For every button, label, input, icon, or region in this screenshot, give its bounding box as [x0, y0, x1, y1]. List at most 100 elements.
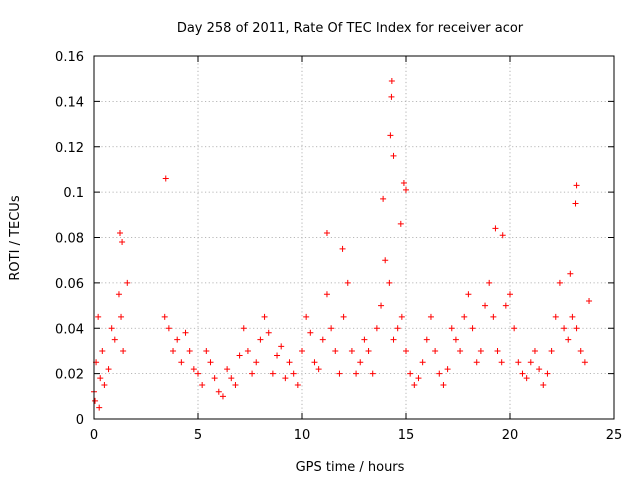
- data-point: [388, 77, 395, 84]
- data-point: [567, 270, 574, 277]
- data-point: [348, 347, 355, 354]
- data-point: [111, 336, 118, 343]
- data-point: [465, 291, 472, 298]
- data-point: [328, 325, 335, 332]
- data-point: [436, 370, 443, 377]
- data-point: [92, 397, 99, 404]
- data-point: [95, 313, 102, 320]
- data-point: [561, 325, 568, 332]
- data-point: [403, 347, 409, 354]
- data-point: [452, 336, 459, 343]
- y-tick-label: 0.08: [55, 232, 84, 247]
- y-tick-label: 0.16: [55, 50, 84, 65]
- data-point: [469, 325, 476, 332]
- data-point: [581, 359, 588, 366]
- data-point: [339, 245, 346, 252]
- data-point: [165, 325, 172, 332]
- data-point: [448, 325, 455, 332]
- data-point: [586, 298, 593, 305]
- data-point: [119, 239, 126, 246]
- data-point: [523, 375, 530, 382]
- data-point: [99, 347, 106, 354]
- data-point: [477, 347, 484, 354]
- x-tick-label: 5: [194, 428, 202, 443]
- data-point: [380, 195, 387, 202]
- data-point: [236, 352, 243, 359]
- data-point: [108, 325, 115, 332]
- data-point: [211, 375, 218, 382]
- data-point: [527, 359, 534, 366]
- grid: [94, 56, 614, 419]
- data-point: [473, 359, 480, 366]
- data-point: [195, 370, 201, 377]
- data-point: [507, 291, 513, 298]
- data-point: [332, 347, 339, 354]
- data-point: [519, 370, 526, 377]
- data-point: [265, 329, 272, 336]
- data-point: [182, 329, 189, 336]
- data-point: [515, 359, 522, 366]
- data-point: [398, 313, 405, 320]
- data-point: [556, 279, 563, 286]
- data-point: [492, 225, 499, 232]
- data-point: [388, 93, 395, 100]
- y-tick-label: 0.1: [63, 186, 84, 201]
- data-point: [552, 313, 559, 320]
- data-point: [207, 359, 214, 366]
- x-tick-label: 0: [90, 428, 98, 443]
- data-point: [544, 370, 551, 377]
- data-points: [91, 77, 593, 411]
- data-point: [170, 347, 177, 354]
- data-point: [105, 366, 112, 373]
- data-point: [253, 359, 260, 366]
- data-point: [344, 279, 351, 286]
- data-point: [249, 370, 256, 377]
- data-point: [419, 359, 426, 366]
- data-point: [315, 366, 322, 373]
- data-point: [382, 257, 389, 264]
- data-point: [403, 186, 409, 193]
- data-point: [336, 370, 343, 377]
- data-point: [97, 375, 104, 382]
- data-point: [531, 347, 538, 354]
- data-point: [498, 359, 505, 366]
- data-point: [117, 229, 123, 236]
- data-point: [569, 313, 576, 320]
- data-point: [290, 370, 297, 377]
- chart-title: Day 258 of 2011, Rate Of TEC Index for r…: [177, 21, 524, 36]
- x-tick-label: 15: [398, 428, 415, 443]
- x-tick-labels: 0 5 10 15 20 25: [90, 428, 622, 443]
- data-point: [257, 336, 264, 343]
- y-tick-label: 0.12: [55, 141, 84, 156]
- data-point: [224, 366, 231, 373]
- data-point: [378, 302, 385, 309]
- data-point: [536, 366, 543, 373]
- data-point: [118, 313, 125, 320]
- data-point: [573, 325, 580, 332]
- data-point: [323, 291, 330, 298]
- data-point: [577, 347, 584, 354]
- data-point: [511, 325, 518, 332]
- data-point: [294, 381, 301, 388]
- data-point: [461, 313, 468, 320]
- data-point: [415, 375, 422, 382]
- axis-ticks: [93, 55, 615, 420]
- data-point: [373, 325, 380, 332]
- data-point: [162, 175, 169, 182]
- data-point: [540, 381, 547, 388]
- data-point: [340, 313, 347, 320]
- data-point: [319, 336, 326, 343]
- data-point: [219, 393, 226, 400]
- data-point: [407, 370, 414, 377]
- x-tick-label: 25: [606, 428, 623, 443]
- data-point: [390, 336, 397, 343]
- data-point: [499, 232, 506, 239]
- data-point: [411, 381, 418, 388]
- data-point: [161, 313, 168, 320]
- data-point: [357, 359, 364, 366]
- data-point: [353, 370, 360, 377]
- data-point: [96, 404, 103, 411]
- data-point: [423, 336, 430, 343]
- data-point: [457, 347, 464, 354]
